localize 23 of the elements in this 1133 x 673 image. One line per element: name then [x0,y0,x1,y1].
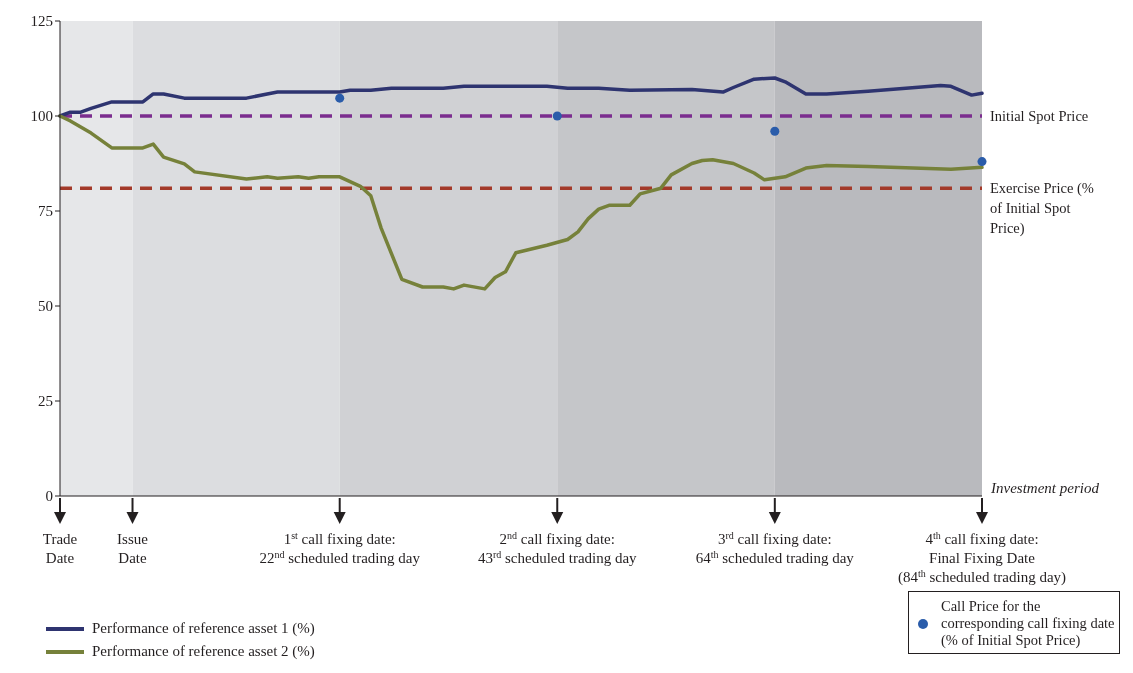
y-tick-label: 100 [30,108,53,125]
y-tick-label: 75 [38,203,53,220]
line-series [58,76,984,118]
point [770,126,780,136]
ref-line-label: Exercise Price (% of Initial Spot Price) [990,180,1094,238]
x-tick-label: Trade Date [42,531,78,566]
legend-label: Call Price for the corresponding call fixing date (% of Initial Spot Price) [941,598,1115,648]
y-tick-label: 125 [30,13,53,30]
point [977,157,987,167]
legend-label: Performance of reference asset 1 (%) [92,620,315,636]
category-label: 1$^{st}$ call fixing date: 22$^{nd}$ scheduled trading day [259,529,420,566]
legend-label: Performance of reference asset 2 (%) [92,643,315,659]
category-label: 3$^{rd}$ call fixing date: 64$^{th}$ scheduled trading day [695,529,854,566]
point [335,93,345,103]
text: Investment period [991,480,1099,496]
y-tick-label: 25 [38,393,53,410]
point [552,111,562,121]
y-tick-label: 0 [45,488,53,505]
category-label: 2$^{nd}$ call fixing date: 43$^{rd}$ scheduled trading day [477,529,637,566]
ref-line-label: Initial Spot Price [990,108,1089,124]
y-tick-label: 50 [38,298,53,315]
x-tick-label: 4$^{th}$ call fixing date: Final Fixing Date (84$^{th}$ scheduled trading day) [897,529,1067,586]
x-tick-label: Issue Date [117,531,149,566]
